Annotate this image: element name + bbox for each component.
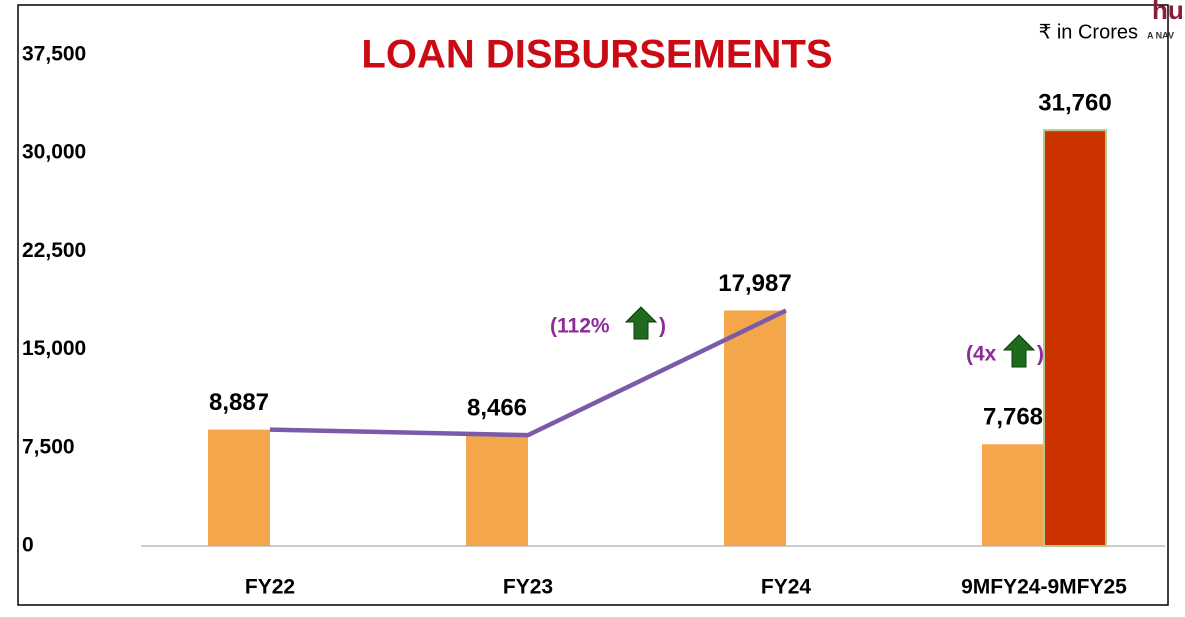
y-tick-label: 15,000	[22, 337, 86, 360]
y-tick-label: 7,500	[22, 435, 75, 458]
up-arrow	[1002, 334, 1036, 368]
y-tick-label: 0	[22, 534, 34, 557]
y-tick-label: 30,000	[22, 141, 86, 164]
bar	[466, 435, 528, 546]
x-tick-label: 9MFY24-9MFY25	[961, 576, 1127, 599]
up-arrow	[624, 306, 658, 340]
data-label: 31,760	[1038, 89, 1111, 116]
y-tick-label: 37,500	[22, 43, 86, 66]
data-label: 8,466	[467, 394, 527, 421]
annotation: )	[1037, 343, 1044, 366]
x-tick-label: FY22	[245, 576, 295, 599]
annotation: )	[659, 315, 666, 338]
data-label: 8,887	[209, 389, 269, 416]
chart-title: LOAN DISBURSEMENTS	[361, 33, 832, 77]
bar	[982, 444, 1044, 546]
data-label: 7,768	[983, 404, 1043, 431]
trend-line	[269, 308, 787, 438]
annotation: (112%	[550, 315, 610, 338]
bar	[208, 429, 270, 546]
logo-tagline: A NAV	[1147, 30, 1174, 40]
x-tick-label: FY24	[761, 576, 812, 599]
unit-note: ₹ in Crores	[1039, 21, 1138, 43]
frame	[17, 4, 1169, 606]
bar	[1043, 129, 1107, 547]
data-label: 17,987	[718, 270, 791, 297]
x-tick-label: FY23	[503, 576, 553, 599]
logo: hu	[1152, 0, 1184, 25]
annotation: (4x	[966, 343, 997, 366]
y-tick-label: 22,500	[22, 239, 86, 262]
bar	[724, 310, 786, 546]
